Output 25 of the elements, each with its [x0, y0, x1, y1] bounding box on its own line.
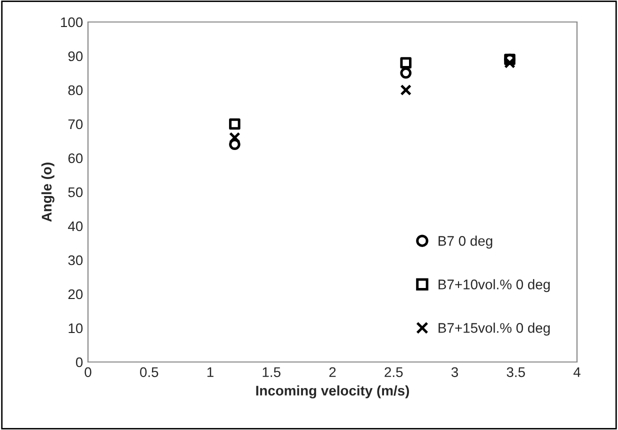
x-tick-label: 1.5 — [262, 367, 280, 378]
legend-label: B7+15vol.% 0 deg — [438, 322, 550, 336]
legend-label: B7+10vol.% 0 deg — [438, 279, 550, 292]
y-tick-label: 60 — [68, 153, 83, 164]
y-tick-label: 80 — [68, 85, 83, 96]
y-axis-title: Angle (o) — [41, 162, 54, 222]
x-tick-label: 3.5 — [506, 367, 525, 378]
y-tick-label: 100 — [61, 17, 83, 28]
y-tick-label: 90 — [68, 51, 83, 62]
legend-label: B7 0 deg — [438, 236, 492, 249]
y-tick-label: 0 — [76, 357, 83, 368]
y-tick-label: 10 — [68, 323, 83, 334]
x-tick-label: 0 — [84, 367, 92, 378]
y-tick-label: 20 — [68, 289, 83, 300]
y-tick-label: 70 — [68, 119, 83, 130]
y-tick-label: 50 — [68, 187, 83, 198]
y-tick-label: 40 — [68, 221, 83, 232]
x-tick-label: 0.5 — [140, 367, 158, 378]
x-tick-label: 2 — [329, 367, 336, 377]
x-tick-label: 4 — [573, 367, 580, 377]
x-tick-label: 2.5 — [384, 367, 403, 378]
x-tick-label: 3 — [451, 367, 458, 378]
x-tick-label: 1 — [207, 367, 214, 377]
y-tick-label: 30 — [68, 255, 83, 266]
x-axis-title: Incoming velocity (m/s) — [256, 385, 409, 398]
